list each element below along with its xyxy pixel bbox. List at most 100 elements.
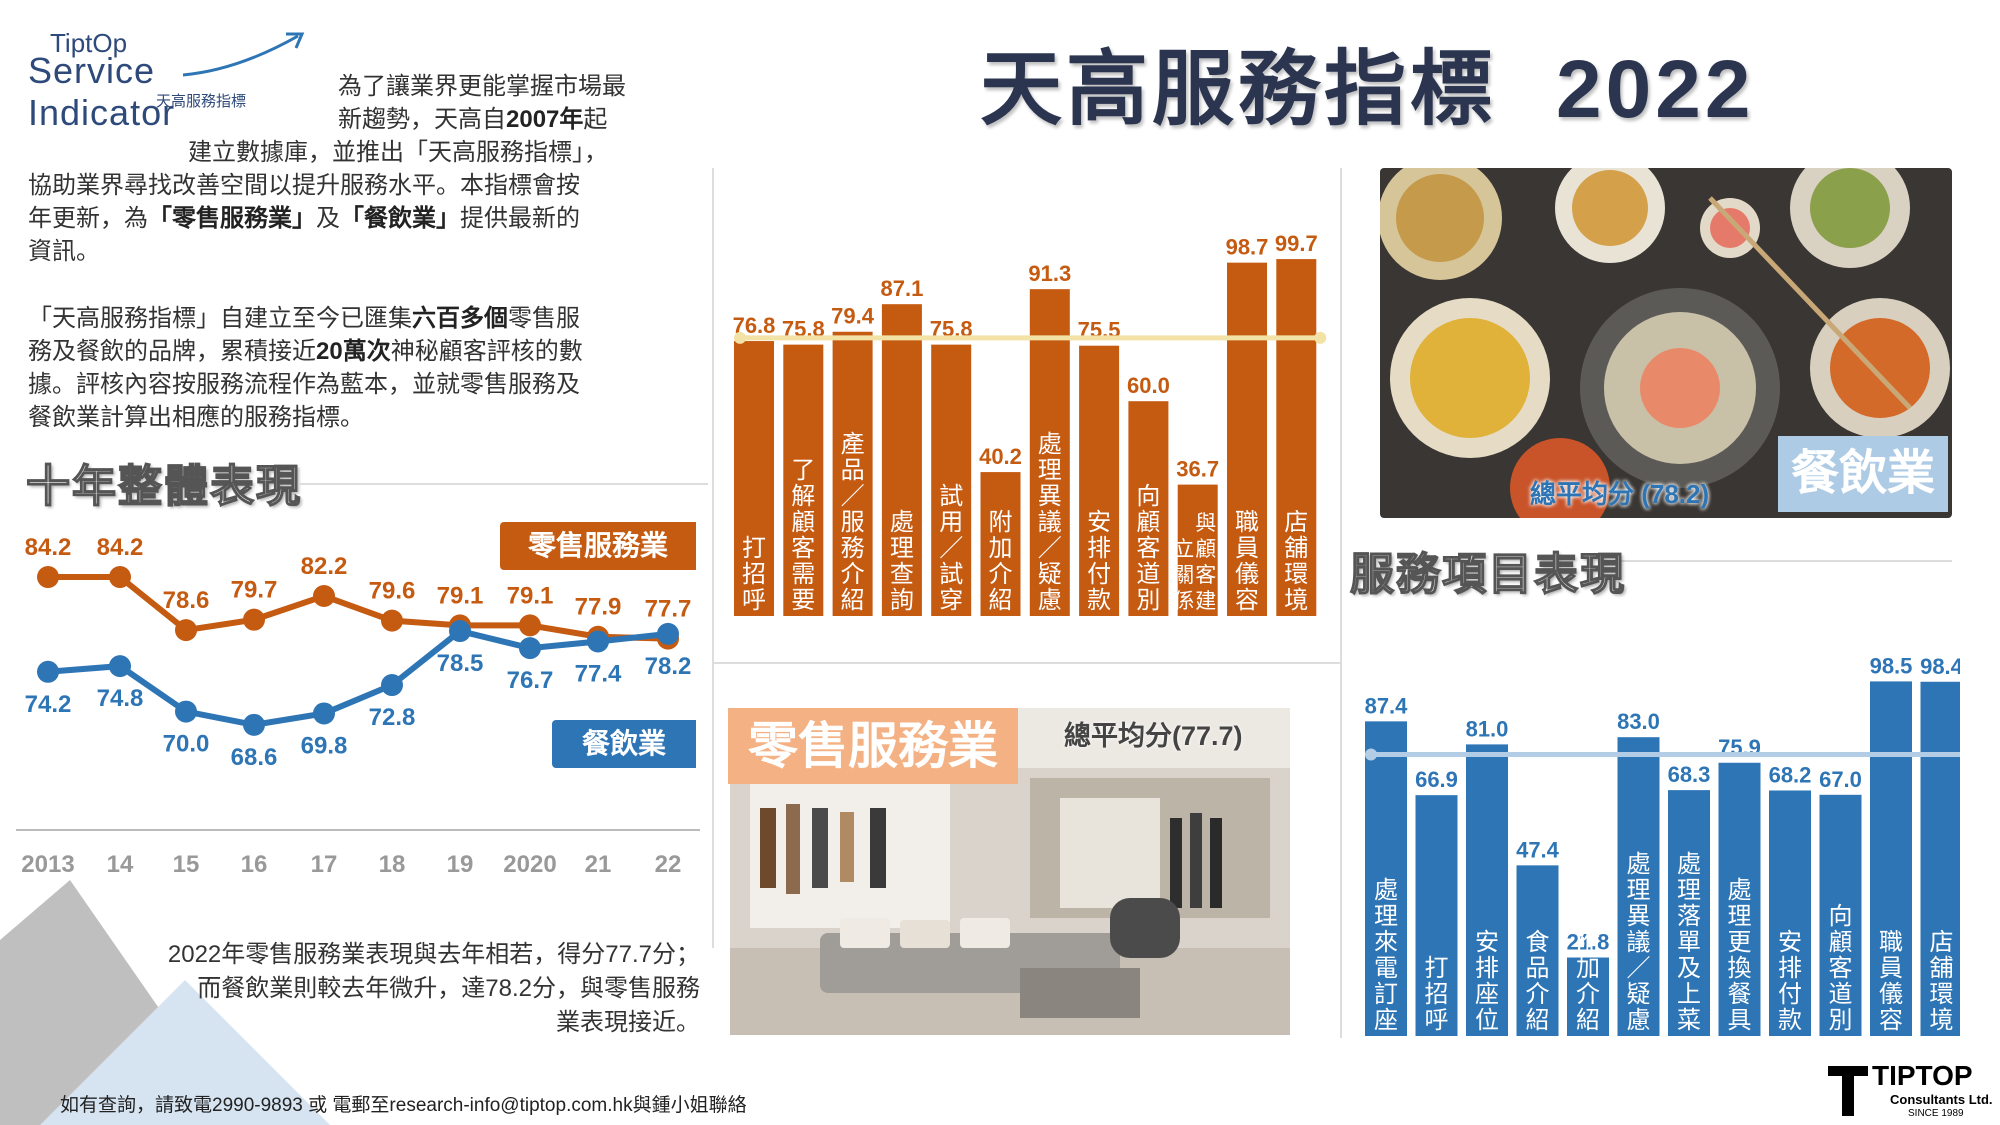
summary-text: 2022年零售服務業表現與去年相若，得分77.7分； 而餐飲業則較去年微升，達7… — [80, 938, 700, 1040]
title-year: 2022 — [1556, 44, 1755, 135]
intro-highlight: 「餐飲業」 — [340, 205, 460, 232]
bar-category-label: 處理異議／疑慮 — [1627, 850, 1651, 1034]
bar-category-label: 打招呼 — [742, 534, 766, 614]
section-title-items: 服務項目表現 — [1349, 549, 1626, 600]
bar — [1079, 345, 1120, 616]
bar-value-label: 67.0 — [1819, 767, 1862, 792]
x-tick-label: 16 — [241, 851, 268, 878]
bar-category-label: 立關係 — [1173, 537, 1194, 613]
bar-category-label: 職員儀容 — [1879, 928, 1903, 1034]
decorative-triangles — [0, 880, 330, 1125]
x-tick-label: 18 — [379, 851, 406, 878]
data-point — [519, 637, 541, 660]
bar-value-label: 91.3 — [1028, 261, 1071, 286]
average-line-end — [1365, 748, 1377, 761]
data-point — [175, 700, 197, 723]
section-title-trend: 十年整體表現 — [25, 461, 302, 512]
food-photo — [1380, 168, 1952, 518]
intro-lead: 為了讓業界更能掌握市場最 新趨勢，天高自2007年起 — [338, 70, 668, 136]
x-tick-label: 21 — [585, 851, 612, 878]
series-line — [47, 627, 669, 728]
bar-value-label: 36.7 — [1176, 457, 1219, 482]
data-label: 82.2 — [301, 553, 348, 580]
bar-value-label: 68.3 — [1668, 762, 1711, 787]
bar — [1365, 721, 1407, 1036]
logo-line2: Service Indicator — [28, 50, 176, 133]
bar-category-label: 附加介紹 — [1576, 928, 1600, 1034]
bar-value-label: 21.8 — [1567, 930, 1610, 955]
bar-category-label: 安排付款 — [1087, 508, 1111, 614]
logo-line3: 天高服務指標 — [156, 93, 247, 110]
data-label: 76.7 — [507, 667, 554, 694]
tiptop-name: TIPTOP — [1872, 1060, 1973, 1091]
bar-category-label: 處理落單及上菜 — [1677, 850, 1701, 1034]
data-point — [175, 619, 197, 642]
data-point — [109, 655, 131, 678]
summary-line: 2022年零售服務業表現與去年相若，得分77.7分； — [167, 941, 700, 968]
bar-value-label: 98.7 — [1226, 235, 1269, 260]
bar — [1617, 737, 1660, 1036]
data-label: 78.2 — [645, 653, 692, 680]
data-point — [519, 614, 541, 637]
bar — [1718, 762, 1761, 1036]
data-label: 79.7 — [231, 577, 278, 604]
tiptop-since: SINCE 1989 — [1908, 1108, 1964, 1119]
bar-category-label: 安排座位 — [1475, 928, 1499, 1034]
bar-category-label: 附加介紹 — [989, 508, 1013, 614]
bar — [783, 344, 824, 616]
bar — [1516, 865, 1559, 1036]
average-line-end — [1314, 331, 1327, 344]
intro-text: 據。評核內容按服務流程作為藍本，並就零售服務及 — [28, 371, 580, 398]
bar-category-label: 職員儀容 — [1235, 508, 1259, 614]
intro-text: 神秘顧客評核的數 — [390, 338, 583, 365]
bar-value-label: 68.2 — [1769, 762, 1812, 787]
x-tick-label: 22 — [655, 851, 682, 878]
intro-highlight: 六百多個 — [412, 305, 508, 332]
intro-text: 「天高服務指標」自建立至今已匯集 — [28, 305, 412, 332]
data-point — [449, 620, 471, 643]
data-label: 78.5 — [437, 650, 484, 677]
bar-category-label: 產品／服務介紹 — [841, 430, 865, 614]
data-label: 79.1 — [437, 582, 484, 609]
page-title: 天高服務指標 2022 — [980, 22, 1754, 141]
bar — [1177, 484, 1218, 616]
bar-category-label: 向顧客道別 — [1136, 482, 1160, 614]
bar-category-label: 試用／試穿 — [939, 482, 963, 614]
retail-panel-label: 零售服務業 — [728, 708, 1018, 784]
bar-value-label: 99.7 — [1275, 231, 1318, 256]
intro-text: 務及餐飲的品牌，累積接近 — [28, 338, 316, 365]
divider — [712, 168, 714, 948]
bar-category-label: 了解顧客需要 — [791, 456, 815, 614]
bar-category-label: 向顧客道別 — [1829, 902, 1853, 1034]
retail-bar-chart: 76.8打招呼75.8了解顧客需要79.4產品／服務介紹87.1處理查詢75.8… — [733, 231, 1327, 616]
bar — [734, 341, 774, 616]
data-point — [587, 630, 609, 653]
divider — [712, 662, 1340, 664]
intro-text: 建立數據庫，並推出「天高服務指標」， — [188, 139, 608, 166]
food-panel-label: 餐飲業 — [1778, 436, 1948, 512]
intro-highlight: 2007年 — [506, 106, 584, 133]
data-label: 79.6 — [369, 578, 416, 605]
data-label: 77.9 — [575, 594, 622, 621]
bar-value-label: 87.1 — [880, 276, 923, 301]
retail-store-illustration — [730, 708, 1290, 1035]
bar-value-label: 79.4 — [831, 304, 875, 329]
summary-line: 業表現接近。 — [556, 1009, 700, 1036]
bar-value-label: 81.0 — [1466, 716, 1509, 741]
bar-category-label: 安排付款 — [1778, 928, 1802, 1034]
bar-category-label: 處理查詢 — [890, 508, 914, 614]
tiptop-service-indicator-logo: TiptOp Service Indicator 天高服務指標 — [28, 28, 305, 133]
intro-text: 年更新，為 — [28, 205, 148, 232]
x-tick-label: 2020 — [503, 851, 556, 878]
bar — [1029, 289, 1070, 616]
tiptop-t-icon — [1828, 1066, 1868, 1116]
bar-value-label: 83.0 — [1617, 709, 1660, 734]
bar — [931, 344, 972, 616]
intro-paragraph-2: 「天高服務指標」自建立至今已匯集六百多個零售服 務及餐飲的品牌，累積接近20萬次… — [28, 302, 688, 434]
data-label: 79.1 — [507, 582, 554, 609]
x-tick-label: 15 — [173, 851, 200, 878]
x-tick-label: 14 — [107, 851, 134, 878]
bar — [1415, 795, 1458, 1036]
bar — [1870, 681, 1912, 1036]
data-point — [313, 702, 335, 725]
